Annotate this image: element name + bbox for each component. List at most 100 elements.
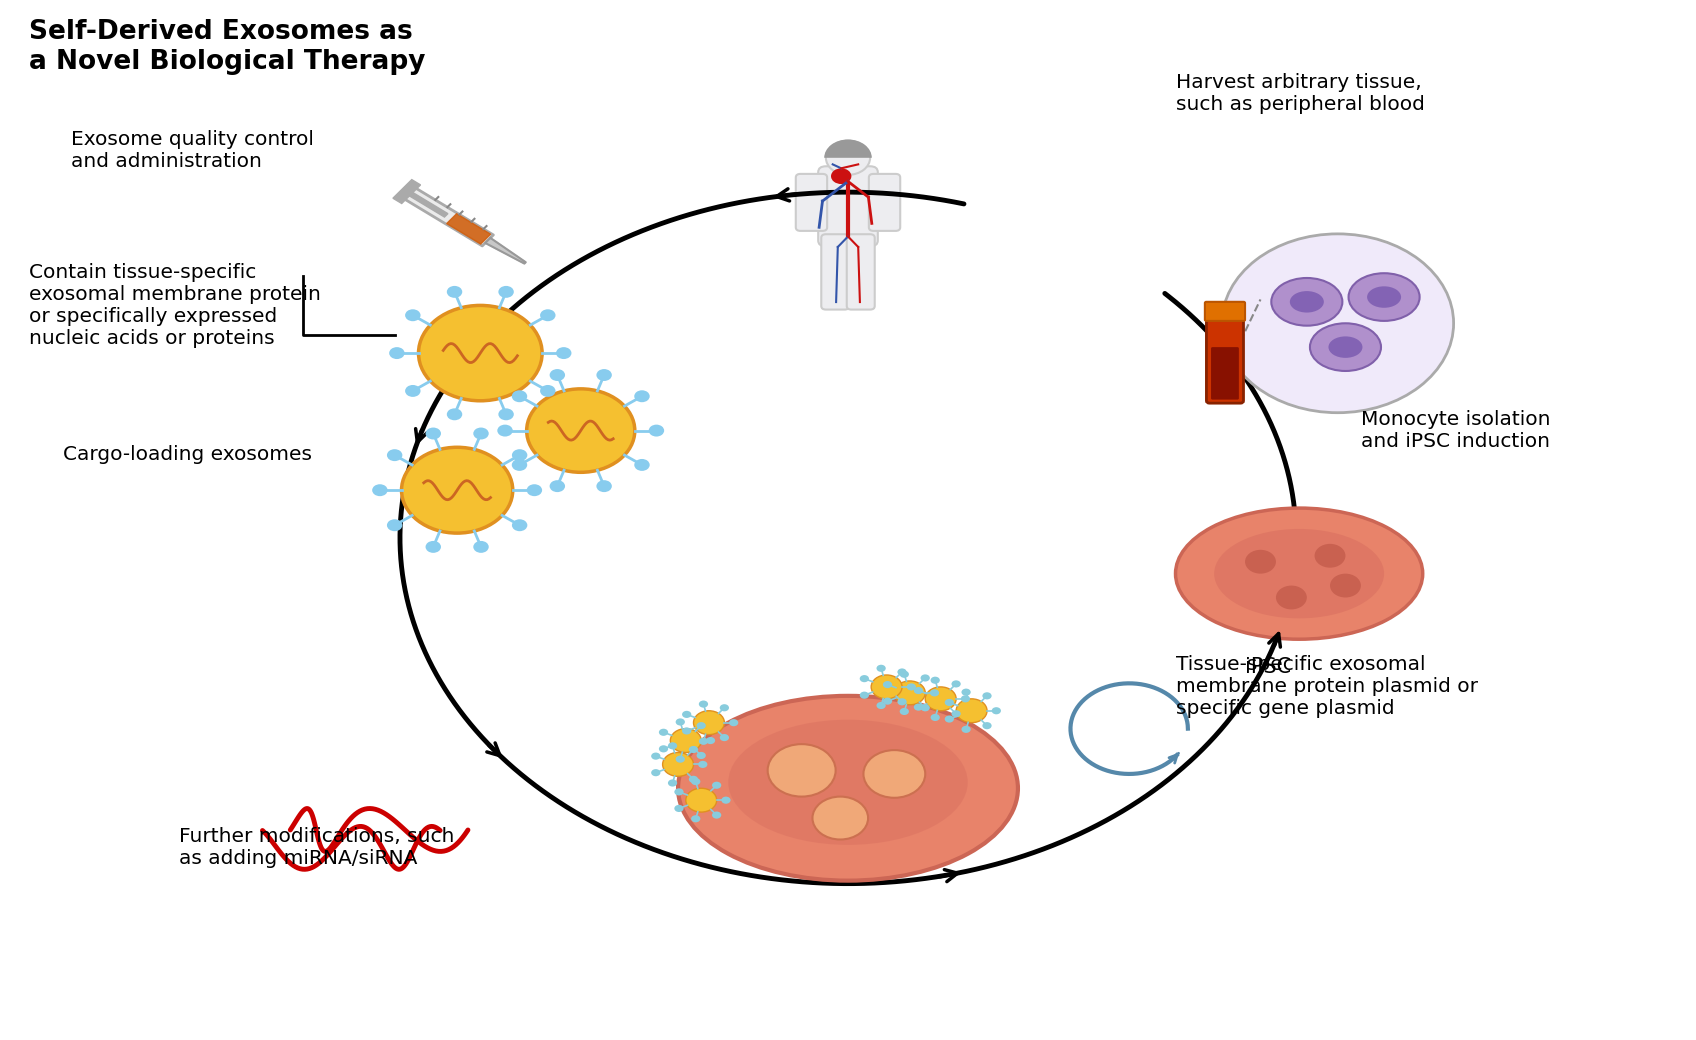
Circle shape xyxy=(648,424,665,437)
Circle shape xyxy=(499,409,514,420)
Circle shape xyxy=(899,671,909,678)
Circle shape xyxy=(668,743,677,750)
Circle shape xyxy=(512,449,527,461)
Circle shape xyxy=(668,779,677,786)
Circle shape xyxy=(685,788,717,812)
Circle shape xyxy=(897,669,907,676)
Ellipse shape xyxy=(1214,529,1384,619)
Circle shape xyxy=(405,385,421,397)
Circle shape xyxy=(539,309,556,321)
Ellipse shape xyxy=(1291,291,1325,313)
Circle shape xyxy=(675,788,683,796)
Circle shape xyxy=(699,701,709,707)
Circle shape xyxy=(388,347,405,359)
Circle shape xyxy=(877,702,885,709)
Circle shape xyxy=(884,698,892,705)
Text: Contain tissue-specific
exosomal membrane protein
or specifically expressed
nucl: Contain tissue-specific exosomal membran… xyxy=(29,263,321,348)
Circle shape xyxy=(597,369,612,381)
Circle shape xyxy=(921,674,929,681)
FancyBboxPatch shape xyxy=(1206,315,1243,404)
Circle shape xyxy=(634,390,650,402)
Text: Harvest arbitrary tissue,
such as peripheral blood: Harvest arbitrary tissue, such as periph… xyxy=(1175,73,1425,114)
Polygon shape xyxy=(485,238,526,263)
Circle shape xyxy=(689,776,699,783)
Polygon shape xyxy=(402,187,494,245)
Circle shape xyxy=(682,727,692,734)
Circle shape xyxy=(419,306,543,400)
Text: Self-Derived Exosomes as
a Novel Biological Therapy: Self-Derived Exosomes as a Novel Biologi… xyxy=(29,20,426,75)
Circle shape xyxy=(690,815,700,823)
Circle shape xyxy=(387,519,402,531)
Circle shape xyxy=(699,737,709,745)
Circle shape xyxy=(512,390,527,402)
Ellipse shape xyxy=(1272,278,1342,326)
Circle shape xyxy=(675,756,685,762)
Circle shape xyxy=(550,480,565,492)
Circle shape xyxy=(527,485,543,496)
Circle shape xyxy=(512,519,527,531)
Circle shape xyxy=(929,690,940,697)
Circle shape xyxy=(826,140,870,175)
Circle shape xyxy=(957,699,987,723)
Circle shape xyxy=(962,726,970,733)
Circle shape xyxy=(556,347,572,359)
Circle shape xyxy=(931,677,940,684)
Circle shape xyxy=(651,770,660,776)
FancyBboxPatch shape xyxy=(821,234,850,310)
Circle shape xyxy=(697,722,706,729)
Circle shape xyxy=(663,753,694,776)
Ellipse shape xyxy=(1309,323,1381,371)
Circle shape xyxy=(675,805,683,812)
Circle shape xyxy=(712,782,721,788)
Circle shape xyxy=(945,699,953,706)
Polygon shape xyxy=(405,190,448,217)
Circle shape xyxy=(721,797,731,804)
Circle shape xyxy=(426,427,441,440)
Circle shape xyxy=(402,447,512,534)
FancyBboxPatch shape xyxy=(868,174,901,231)
Circle shape xyxy=(1314,544,1345,568)
Circle shape xyxy=(897,698,907,705)
Circle shape xyxy=(473,541,488,553)
Circle shape xyxy=(951,710,960,718)
Circle shape xyxy=(1245,550,1275,574)
FancyBboxPatch shape xyxy=(817,166,879,246)
Circle shape xyxy=(729,719,738,726)
Circle shape xyxy=(387,449,402,461)
FancyBboxPatch shape xyxy=(1204,302,1245,321)
Wedge shape xyxy=(824,139,872,158)
Circle shape xyxy=(884,681,892,688)
Circle shape xyxy=(658,746,668,752)
Circle shape xyxy=(863,750,926,798)
Ellipse shape xyxy=(1367,286,1401,308)
Circle shape xyxy=(914,687,923,694)
Ellipse shape xyxy=(678,696,1018,881)
FancyBboxPatch shape xyxy=(795,174,828,231)
Text: Cargo-loading exosomes: Cargo-loading exosomes xyxy=(63,445,312,464)
Circle shape xyxy=(550,369,565,381)
Ellipse shape xyxy=(728,720,968,844)
Ellipse shape xyxy=(1348,274,1420,321)
Circle shape xyxy=(899,708,909,716)
Ellipse shape xyxy=(1175,509,1423,640)
Circle shape xyxy=(860,692,868,699)
Circle shape xyxy=(371,485,388,496)
Circle shape xyxy=(712,811,721,818)
Circle shape xyxy=(1330,574,1360,598)
Circle shape xyxy=(877,665,885,672)
Circle shape xyxy=(473,427,488,440)
Circle shape xyxy=(675,719,685,726)
FancyBboxPatch shape xyxy=(846,234,875,310)
Circle shape xyxy=(527,389,634,472)
Circle shape xyxy=(960,696,970,702)
Text: Tissue-specific exosomal
membrane protein plasmid or
specific gene plasmid: Tissue-specific exosomal membrane protei… xyxy=(1175,655,1477,719)
Circle shape xyxy=(962,688,970,696)
Circle shape xyxy=(719,704,729,711)
Circle shape xyxy=(931,713,940,721)
Circle shape xyxy=(670,729,700,753)
Circle shape xyxy=(706,737,716,745)
Circle shape xyxy=(719,734,729,742)
Circle shape xyxy=(1275,586,1308,609)
Circle shape xyxy=(597,480,612,492)
Circle shape xyxy=(768,745,836,797)
